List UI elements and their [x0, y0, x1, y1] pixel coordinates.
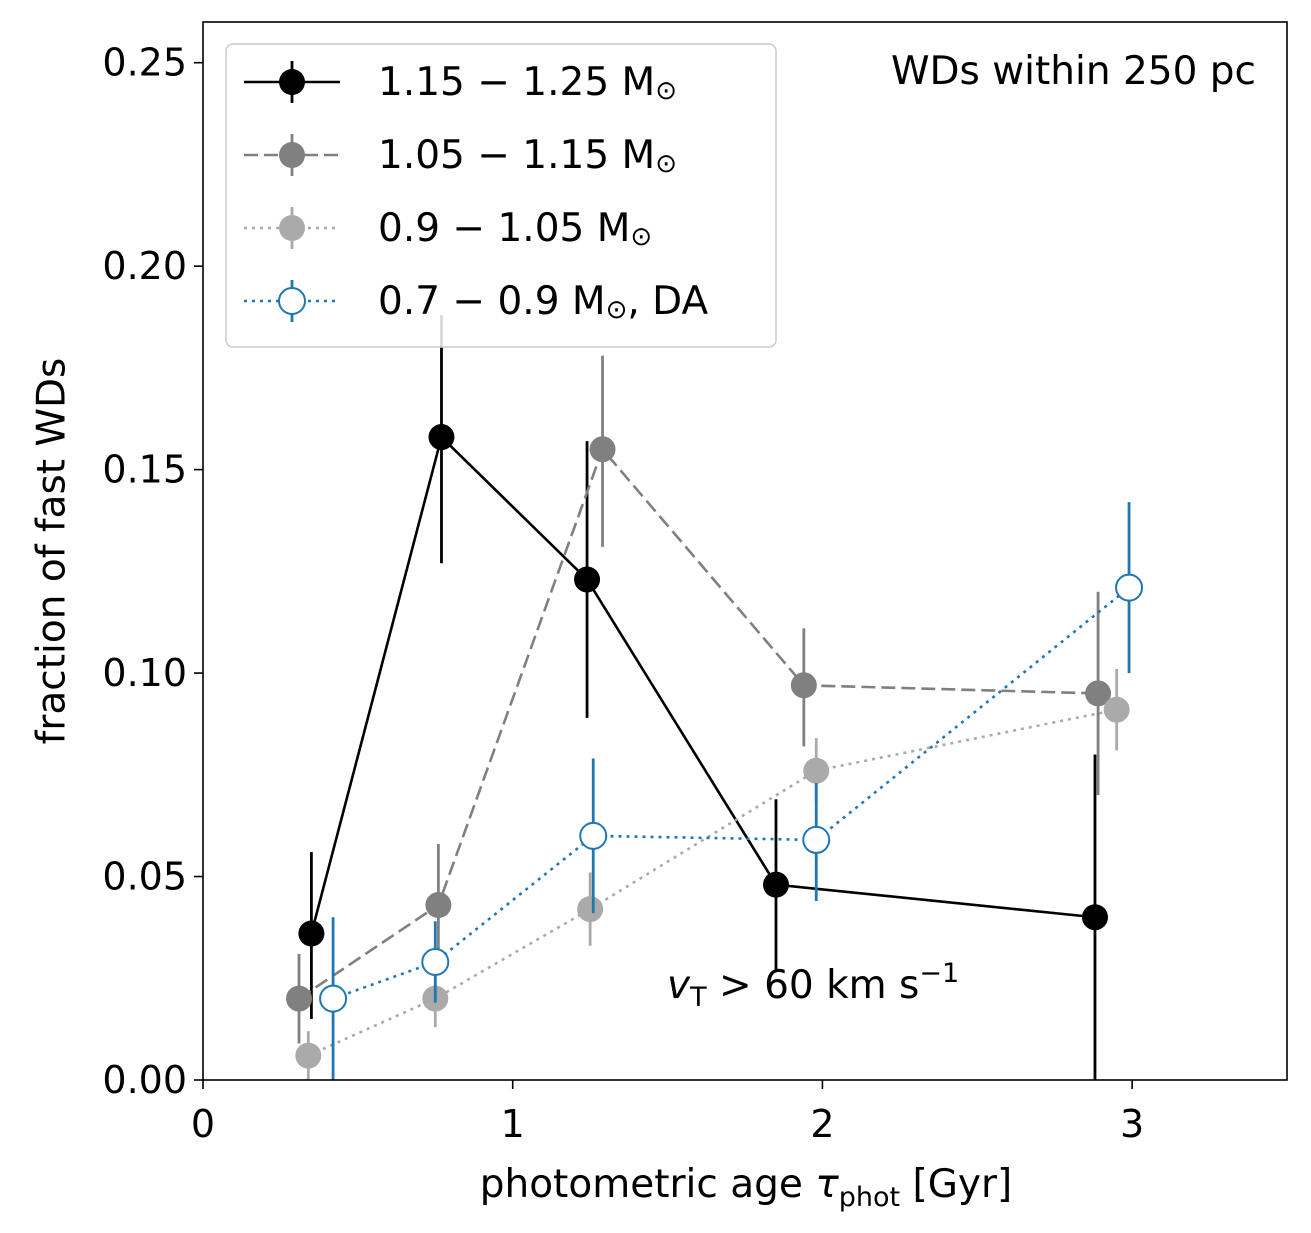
legend-entries: 1.15 − 1.25 M⊙ 1.05 − 1.15 M⊙ 0.9 − 1.05 M… [244, 60, 709, 326]
data-point [803, 757, 830, 784]
series-3 [295, 669, 1130, 1080]
series-2 [286, 355, 1112, 1044]
series-line [332, 586, 1130, 1000]
data-point [1085, 680, 1112, 707]
x-axis-label: photometric age τphot [Gyr] [480, 1162, 1013, 1213]
data-point [421, 947, 450, 976]
legend-entry-4: 0.7 − 0.9 M⊙, DA [244, 279, 709, 326]
plot-area [286, 314, 1144, 1080]
legend-marker [279, 69, 305, 95]
y-tick-label: 0.00 [102, 1058, 187, 1102]
legend: 1.15 − 1.25 M⊙ 1.05 − 1.15 M⊙ 0.9 − 1.05 M… [225, 43, 777, 348]
x-tick-label: 2 [810, 1102, 834, 1146]
legend-marker [279, 142, 305, 168]
data-point [295, 1042, 322, 1069]
series-1 [298, 314, 1108, 1080]
legend-label: 1.05 − 1.15 M⊙ [378, 133, 677, 180]
legend-entry-3: 0.9 − 1.05 M⊙ [244, 206, 652, 253]
x-tick-label: 1 [501, 1102, 525, 1146]
legend-entry-2: 1.05 − 1.15 M⊙ [244, 133, 677, 180]
data-point [577, 896, 604, 923]
y-tick-label: 0.05 [102, 855, 187, 899]
y-tick-label: 0.20 [102, 244, 187, 288]
legend-entry-1: 1.15 − 1.25 M⊙ [244, 60, 677, 107]
data-point [574, 566, 601, 593]
data-point [319, 984, 348, 1013]
data-point [428, 424, 455, 451]
y-tick-label: 0.15 [102, 448, 187, 492]
legend-marker [279, 215, 305, 241]
legend-label: 0.7 − 0.9 M⊙, DA [378, 279, 709, 326]
data-point [762, 871, 789, 898]
data-point [1081, 904, 1108, 931]
data-point [589, 436, 616, 463]
legend-marker [278, 287, 306, 315]
series-4 [319, 502, 1144, 1080]
legend-label: 1.15 − 1.25 M⊙ [378, 60, 677, 107]
data-point [579, 821, 608, 850]
y-tick-label: 0.25 [102, 41, 187, 85]
data-point [298, 920, 325, 947]
data-point [802, 825, 831, 854]
x-tick-label: 3 [1120, 1102, 1144, 1146]
data-point [286, 985, 313, 1012]
data-point [425, 892, 452, 919]
y-tick-label: 0.10 [102, 651, 187, 695]
velocity-cut-annotation: vT > 60 km s−1 [667, 958, 959, 1013]
axis-ticks: 0 1 2 3 0.00 0.05 0.10 0.15 0.20 0.25 [102, 41, 1144, 1146]
x-tick-label: 0 [191, 1102, 215, 1146]
axes-frame [202, 21, 1288, 1081]
data-point [1115, 573, 1144, 602]
y-axis-label: fraction of fast WDs [30, 358, 75, 745]
legend-box [225, 43, 777, 348]
sample-annotation: WDs within 250 pc [891, 49, 1256, 94]
data-point [790, 672, 817, 699]
legend-label: 0.9 − 1.05 M⊙ [378, 206, 652, 253]
data-point [1103, 696, 1130, 723]
